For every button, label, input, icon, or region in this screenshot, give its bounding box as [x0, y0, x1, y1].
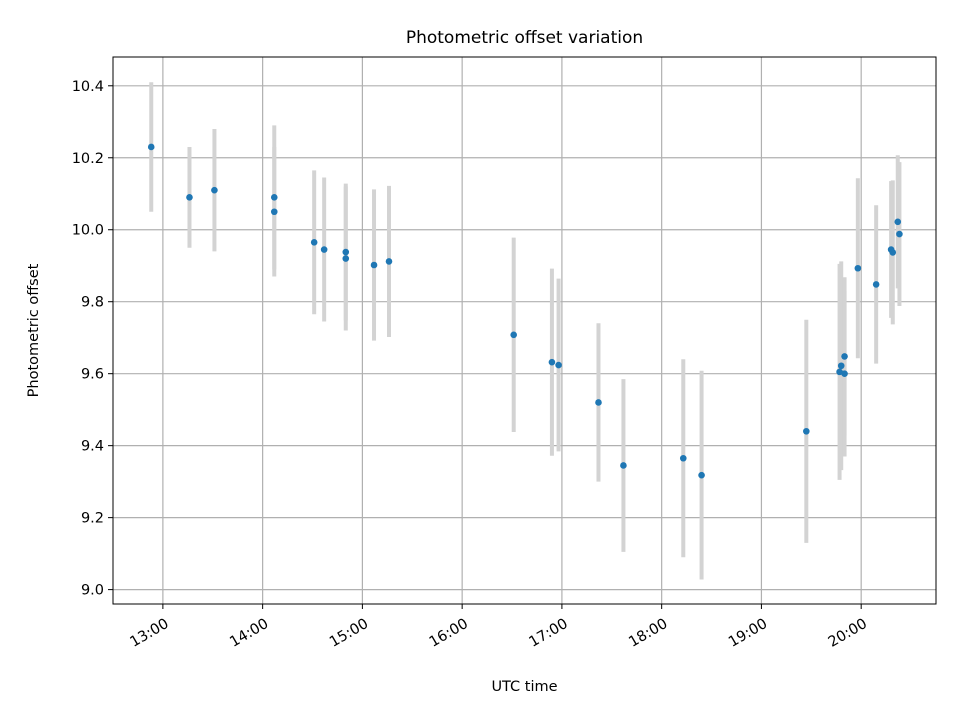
y-axis-label: Photometric offset: [26, 263, 42, 397]
y-tick-label: 9.2: [81, 511, 104, 527]
data-point: [595, 399, 602, 406]
data-point: [310, 239, 318, 246]
y-tick-label: 10.2: [72, 151, 104, 167]
data-point: [510, 331, 517, 339]
y-tick-label: 9.4: [81, 439, 104, 455]
data-point: [836, 368, 843, 376]
data-point: [270, 208, 278, 216]
y-axis: 9.0 9.2 9.4 9.6 9.8 10.0 10.2 10.4: [72, 79, 113, 599]
data-point: [896, 230, 903, 238]
data-points: [147, 143, 903, 479]
data-point: [872, 281, 880, 288]
y-tick-label: 10.0: [72, 223, 104, 239]
data-point: [555, 361, 562, 369]
data-point: [385, 258, 393, 265]
chart-title: Photometric offset variation: [406, 28, 643, 48]
data-point: [186, 194, 193, 201]
data-point: [370, 261, 378, 269]
y-tick-label: 9.6: [81, 367, 104, 383]
grid: [113, 57, 936, 604]
plot-area: [113, 57, 936, 604]
data-point: [841, 353, 848, 360]
data-point: [270, 194, 278, 201]
y-tick-label: 9.0: [81, 583, 104, 599]
y-tick-label: 10.4: [72, 79, 104, 95]
data-point: [679, 454, 687, 462]
y-tick-label: 9.8: [81, 295, 104, 311]
data-point: [342, 255, 350, 262]
x-axis-label: UTC time: [491, 679, 557, 695]
data-point: [620, 462, 627, 469]
data-point: [841, 370, 848, 377]
data-point: [894, 218, 902, 226]
data-point: [889, 249, 897, 256]
data-point: [147, 143, 155, 151]
plot-frame: [112, 56, 937, 605]
data-point: [342, 248, 350, 256]
data-point: [698, 471, 705, 479]
data-point: [548, 358, 556, 366]
data-point: [854, 264, 862, 272]
data-point: [803, 427, 810, 435]
data-point: [211, 186, 218, 194]
data-point: [837, 362, 845, 370]
data-point: [320, 246, 328, 253]
